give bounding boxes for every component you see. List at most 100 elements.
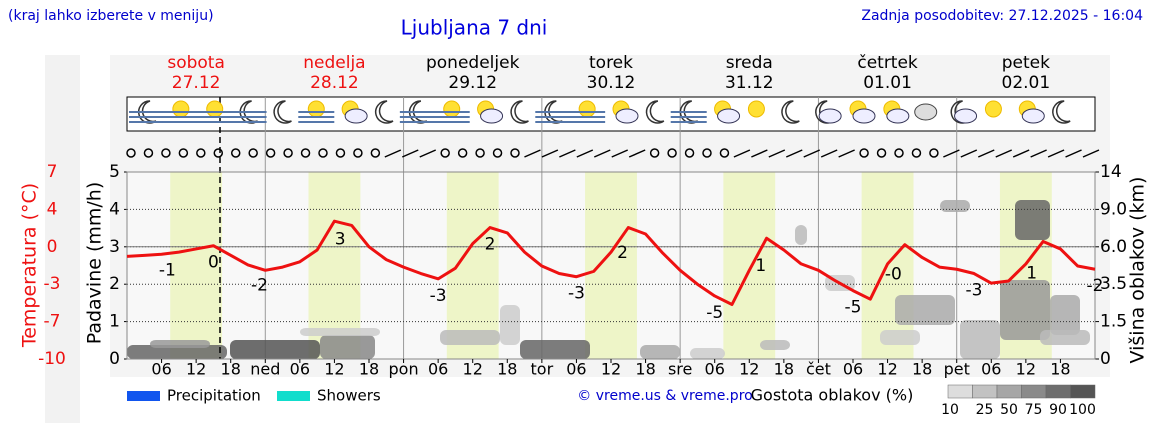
moon-icon — [645, 100, 665, 124]
cloud-patch — [440, 330, 500, 345]
calm-wind — [510, 148, 520, 158]
cloud-icon — [852, 108, 876, 124]
x-tick-label: 12 — [463, 360, 483, 379]
wind-barb — [419, 149, 437, 158]
x-tick-label: 12 — [601, 360, 621, 379]
moon-icon — [273, 100, 292, 124]
wind-barb — [1047, 149, 1065, 158]
cloud-patch — [1015, 200, 1050, 240]
calm-wind — [929, 148, 939, 158]
calm-wind — [859, 148, 869, 158]
legend-label: Showers — [317, 387, 381, 405]
temperature-label: -5 — [845, 298, 862, 318]
cloud-legend-title: Gostota oblakov (%) — [751, 386, 914, 405]
temperature-label: -0 — [885, 264, 902, 284]
x-tick-label: čet — [806, 360, 831, 379]
cloud-legend-label: 100 — [1069, 402, 1096, 418]
day-name: sreda — [726, 53, 773, 73]
sun-icon — [747, 100, 765, 118]
calm-wind — [143, 148, 154, 158]
cloud-patch — [150, 340, 210, 348]
legend-label: Precipitation — [167, 387, 261, 405]
cloud-icon — [344, 108, 368, 124]
cloud-legend-swatch — [1070, 384, 1096, 399]
wind-barb — [1012, 149, 1030, 158]
temperature-label: -2 — [1087, 276, 1104, 296]
day-date: 29.12 — [448, 73, 497, 93]
x-tick-label: ned — [250, 360, 280, 379]
temperature-label: 1 — [1026, 263, 1037, 283]
calm-wind — [178, 148, 189, 158]
cloud-icon — [886, 108, 910, 124]
y2-tick-label: 4 — [109, 199, 120, 219]
cloud-legend-swatch — [947, 384, 973, 399]
wind-barb — [977, 149, 995, 158]
y2-tick-label: 5 — [109, 162, 120, 182]
x-tick-label: 12 — [1016, 360, 1036, 379]
x-tick-label: 06 — [290, 360, 310, 379]
day-date: 28.12 — [310, 73, 359, 93]
cloud-patch — [795, 225, 807, 245]
calm-wind — [196, 148, 206, 158]
updated: Zadnja posodobitev: 27.12.2025 - 16:04 — [861, 8, 1143, 24]
cloud-legend-label: 25 — [976, 402, 994, 418]
x-tick-label: pet — [944, 360, 970, 379]
legend-swatch — [127, 391, 160, 401]
cloud-patch — [940, 200, 970, 212]
calm-wind — [283, 148, 293, 158]
calm-wind — [318, 148, 328, 158]
wind-barb — [541, 149, 559, 158]
cloud-patch — [230, 340, 320, 359]
x-tick-label: 18 — [359, 360, 379, 379]
cloud-icon — [914, 103, 938, 121]
cloud-patch — [960, 320, 1000, 359]
chart-title: Ljubljana 7 dni — [401, 16, 548, 40]
day-name: nedelja — [303, 53, 365, 73]
wind-barb — [803, 149, 821, 158]
x-tick-label: 18 — [774, 360, 794, 379]
temperature-label: -2 — [251, 276, 268, 296]
cloud-legend-swatch — [1045, 384, 1071, 399]
wind-barb — [838, 149, 855, 158]
cloud-patch — [320, 335, 375, 359]
calm-wind — [370, 148, 381, 158]
wind-barb — [733, 149, 751, 158]
calm-wind — [161, 148, 171, 158]
credit: © vreme.us & vreme.pro — [577, 388, 752, 404]
wind-barb — [995, 149, 1013, 158]
daylight-band — [723, 172, 776, 359]
cloud-icon — [818, 108, 842, 124]
daylight-band — [170, 172, 223, 359]
x-tick-label: 18 — [912, 360, 932, 379]
cloud-patch — [500, 305, 520, 345]
cloud-legend-label: 50 — [1000, 402, 1018, 418]
x-tick-label: 12 — [324, 360, 344, 379]
day-name: torek — [589, 53, 633, 73]
calm-wind — [335, 148, 346, 158]
x-tick-label: 06 — [843, 360, 863, 379]
x-tick-label: tor — [531, 360, 554, 379]
moon-icon — [510, 100, 529, 124]
y2-tick-label: 3 — [109, 237, 120, 257]
daylight-band — [308, 172, 361, 359]
day-name: sobota — [167, 53, 225, 73]
calm-wind — [911, 148, 922, 158]
cloud-icon — [615, 108, 639, 124]
day-name: četrtek — [857, 53, 918, 73]
calm-wind — [353, 148, 363, 158]
y3-tick-label: 3.5 — [1100, 274, 1127, 294]
wind-barb — [559, 149, 576, 158]
x-tick-label: pon — [389, 360, 419, 379]
cloud-patch — [300, 328, 380, 336]
cloud-legend-swatch — [972, 384, 998, 399]
y-tick-label: -7 — [44, 312, 61, 332]
temperature-label: 3 — [335, 230, 346, 250]
cloud-icon — [954, 108, 978, 124]
moon-icon — [1052, 100, 1071, 124]
temperature-label: 1 — [755, 256, 766, 276]
x-tick-label: 18 — [497, 360, 517, 379]
calm-wind — [126, 148, 136, 158]
calm-wind — [649, 148, 660, 158]
calm-wind — [440, 148, 450, 158]
